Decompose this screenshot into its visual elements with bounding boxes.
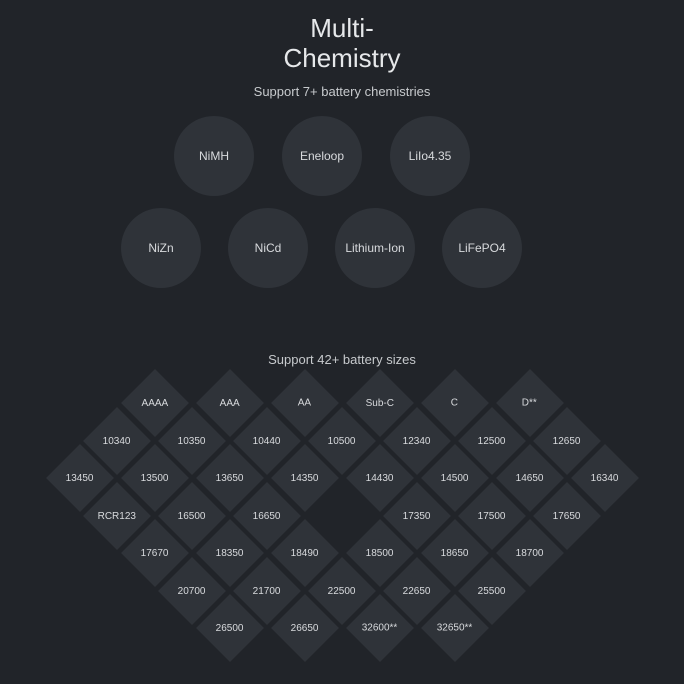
size-label: 22500 (328, 585, 356, 596)
size-label: 26500 (216, 623, 244, 634)
size-label: 14430 (366, 473, 394, 484)
infographic-stage: Multi- Chemistry Support 7+ battery chem… (0, 0, 684, 684)
chemistry-circle: Eneloop (282, 116, 362, 196)
size-label: 13500 (141, 473, 169, 484)
size-label: 22650 (403, 585, 431, 596)
chemistry-label: LiIo4.35 (409, 149, 452, 163)
size-label: 17350 (403, 510, 431, 521)
size-label: 12500 (478, 435, 506, 446)
size-label: 18700 (516, 548, 544, 559)
size-label: 16500 (178, 510, 206, 521)
size-label: Sub-C (365, 397, 393, 408)
chemistry-circle: NiMH (174, 116, 254, 196)
chemistry-label: NiCd (255, 241, 282, 255)
size-label: AAA (219, 397, 239, 408)
size-label: C (451, 397, 458, 408)
size-label: 32600** (362, 623, 398, 634)
size-label: 12650 (553, 435, 581, 446)
size-label: 14650 (516, 473, 544, 484)
size-label: 18350 (216, 548, 244, 559)
size-label: 16340 (591, 473, 619, 484)
chemistry-label: Lithium-Ion (345, 241, 404, 255)
chemistry-circle: Lithium-Ion (335, 208, 415, 288)
size-label: 10500 (328, 435, 356, 446)
chemistry-circle: NiCd (228, 208, 308, 288)
size-label: 21700 (253, 585, 281, 596)
chemistry-circle: LiFePO4 (442, 208, 522, 288)
chemistry-label: LiFePO4 (458, 241, 505, 255)
size-label: 14350 (291, 473, 319, 484)
main-title: Multi- Chemistry (0, 14, 684, 74)
title-line1: Multi- (310, 13, 374, 43)
chemistry-label: NiZn (148, 241, 173, 255)
size-label: 12340 (403, 435, 431, 446)
size-label: 18650 (441, 548, 469, 559)
chemistries-subtitle: Support 7+ battery chemistries (0, 84, 684, 99)
chemistry-circle: NiZn (121, 208, 201, 288)
size-label: 10440 (253, 435, 281, 446)
size-label: 18490 (291, 548, 319, 559)
size-label: 18500 (366, 548, 394, 559)
size-label: 13650 (216, 473, 244, 484)
size-label: D** (522, 397, 537, 408)
size-label: 20700 (178, 585, 206, 596)
chemistry-label: NiMH (199, 149, 229, 163)
size-label: 26650 (291, 623, 319, 634)
size-label: AAAA (141, 398, 168, 409)
title-line2: Chemistry (283, 43, 400, 73)
chemistry-label: Eneloop (300, 149, 344, 163)
size-label: 32650** (437, 623, 473, 634)
size-label: 14500 (441, 473, 469, 484)
size-label: 16650 (253, 510, 281, 521)
size-label: 17650 (553, 510, 581, 521)
size-label: 13450 (66, 473, 94, 484)
sizes-subtitle: Support 42+ battery sizes (0, 352, 684, 367)
size-label: 10340 (103, 435, 131, 446)
size-label: 25500 (478, 585, 506, 596)
chemistry-circle: LiIo4.35 (390, 116, 470, 196)
size-label: AA (298, 398, 311, 409)
size-label: 10350 (178, 435, 206, 446)
size-label: 17500 (478, 510, 506, 521)
size-label: RCR123 (98, 510, 136, 521)
size-label: 17670 (141, 548, 169, 559)
